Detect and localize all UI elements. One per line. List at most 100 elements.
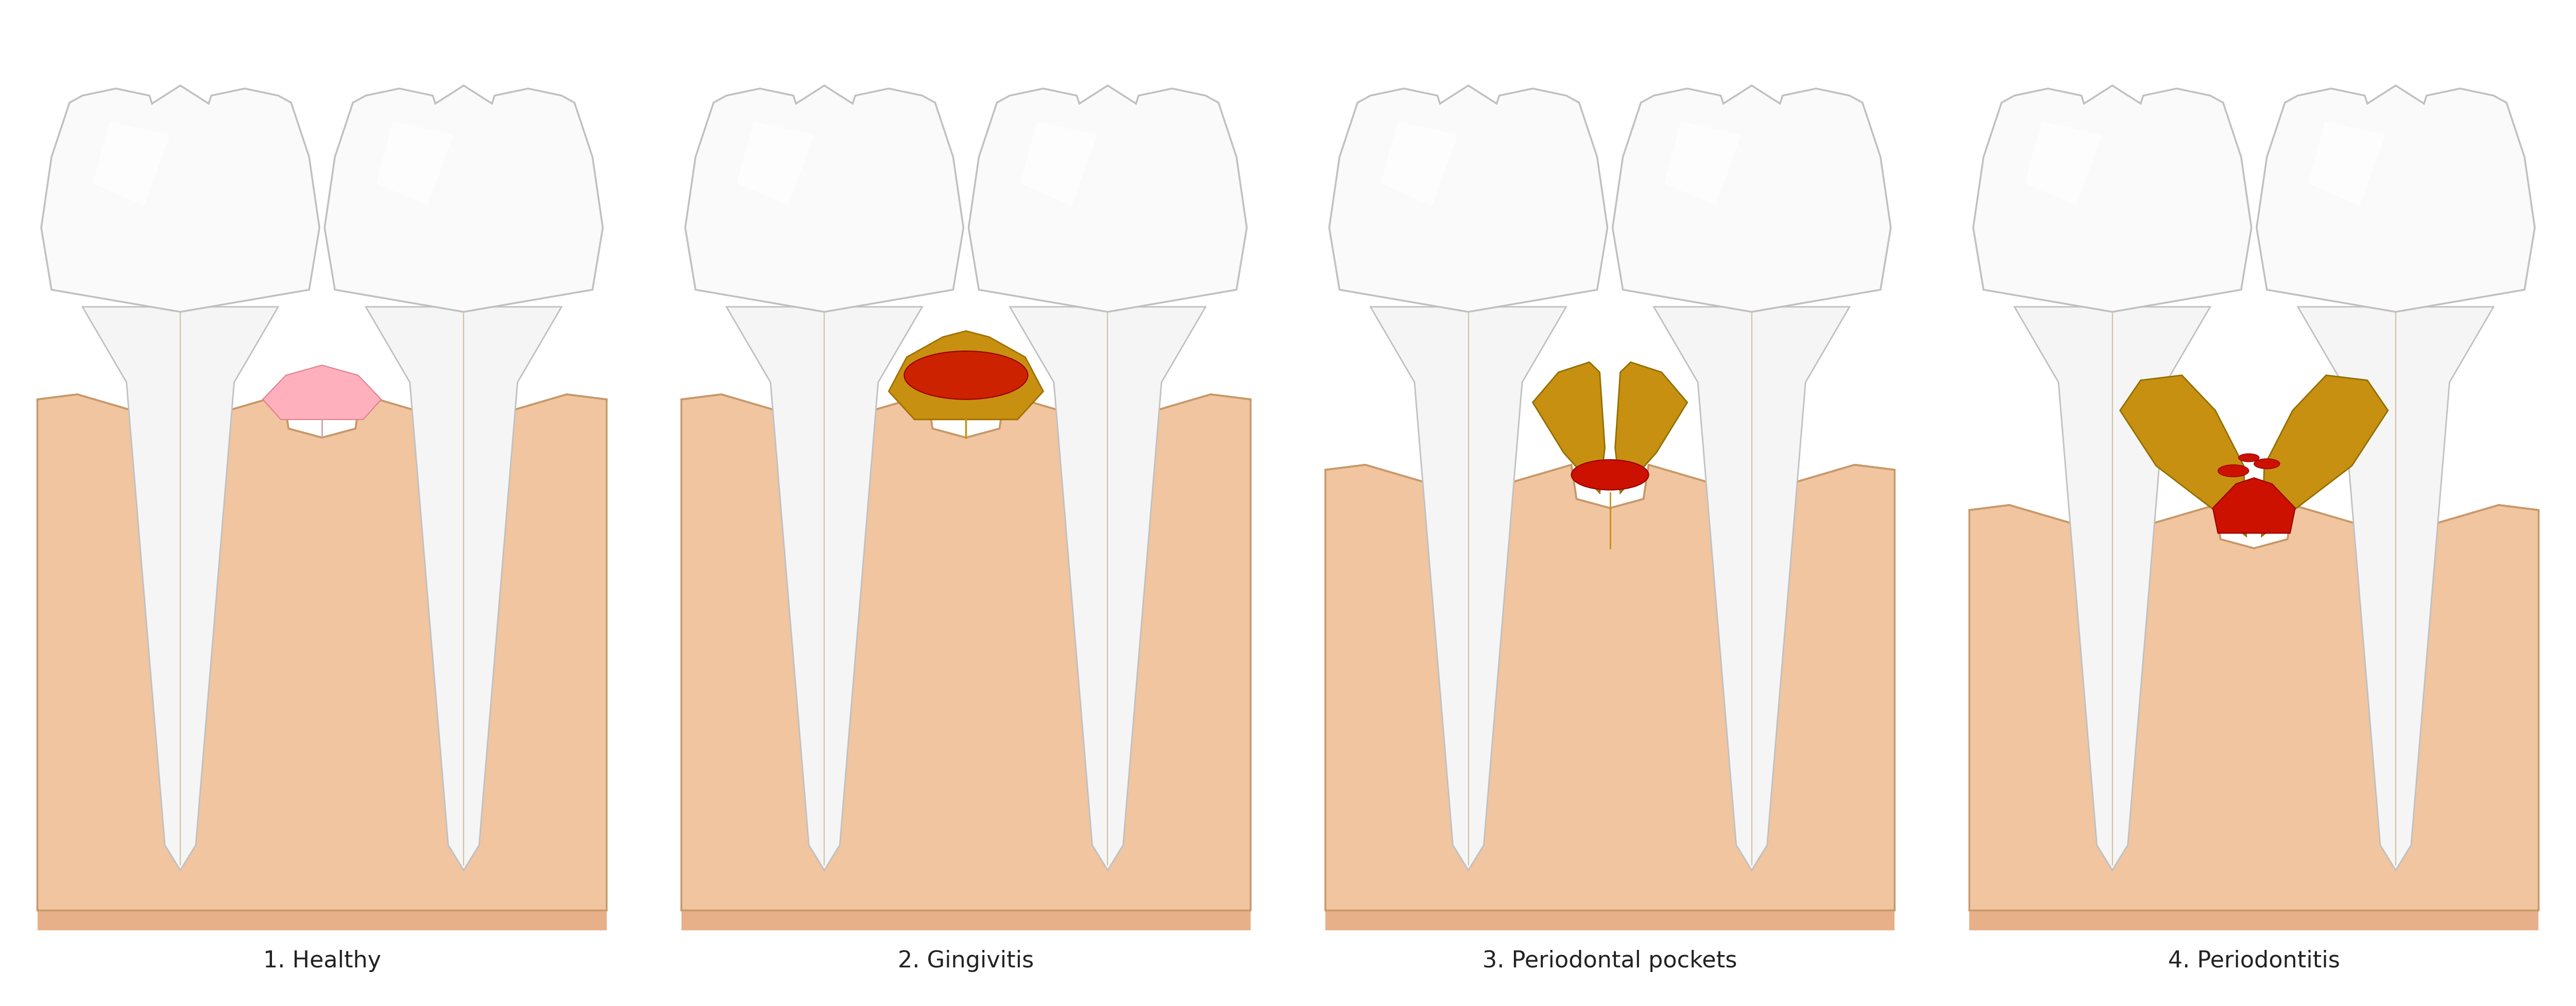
Circle shape xyxy=(2398,901,2409,905)
Circle shape xyxy=(1512,683,1525,688)
Circle shape xyxy=(433,747,448,753)
Circle shape xyxy=(1571,460,1649,490)
Circle shape xyxy=(1731,717,1741,721)
Circle shape xyxy=(1628,825,1641,830)
Polygon shape xyxy=(726,307,922,870)
Circle shape xyxy=(232,754,247,761)
Circle shape xyxy=(569,864,590,871)
Circle shape xyxy=(139,748,149,753)
Circle shape xyxy=(2009,830,2025,836)
Circle shape xyxy=(487,769,497,772)
Circle shape xyxy=(2439,890,2452,895)
Circle shape xyxy=(1811,876,1832,883)
Polygon shape xyxy=(2120,375,2246,536)
Circle shape xyxy=(1041,820,1059,827)
Text: 1. Healthy: 1. Healthy xyxy=(263,950,381,972)
Circle shape xyxy=(283,859,294,863)
Circle shape xyxy=(2393,713,2411,719)
Circle shape xyxy=(1360,719,1378,727)
Circle shape xyxy=(956,824,966,829)
Circle shape xyxy=(456,832,469,837)
Circle shape xyxy=(1417,700,1427,704)
Circle shape xyxy=(165,748,183,754)
Circle shape xyxy=(742,771,757,777)
Circle shape xyxy=(2084,720,2102,727)
Circle shape xyxy=(922,660,935,665)
Circle shape xyxy=(984,722,997,728)
Circle shape xyxy=(2032,840,2045,845)
Polygon shape xyxy=(1654,307,1850,870)
Circle shape xyxy=(1824,740,1839,746)
Circle shape xyxy=(2166,722,2182,727)
Polygon shape xyxy=(39,910,608,931)
Circle shape xyxy=(1162,859,1180,866)
Circle shape xyxy=(1108,778,1121,782)
Circle shape xyxy=(294,842,309,848)
Circle shape xyxy=(299,791,309,795)
Circle shape xyxy=(443,878,461,885)
Circle shape xyxy=(2378,867,2391,871)
Circle shape xyxy=(1066,687,1082,694)
Circle shape xyxy=(384,804,399,810)
Circle shape xyxy=(1368,705,1386,712)
Circle shape xyxy=(1713,831,1723,836)
Circle shape xyxy=(1115,733,1133,740)
Circle shape xyxy=(1741,883,1754,888)
Circle shape xyxy=(1082,786,1097,792)
Polygon shape xyxy=(1324,465,1896,910)
Circle shape xyxy=(258,749,273,757)
Circle shape xyxy=(312,870,327,877)
Circle shape xyxy=(118,729,134,736)
Circle shape xyxy=(1625,777,1636,781)
Circle shape xyxy=(2380,787,2393,792)
Circle shape xyxy=(456,848,469,853)
Circle shape xyxy=(1110,695,1123,699)
Circle shape xyxy=(1811,711,1829,718)
Polygon shape xyxy=(1324,644,1896,931)
Circle shape xyxy=(1002,805,1018,810)
Circle shape xyxy=(925,773,943,780)
Circle shape xyxy=(479,817,495,823)
Polygon shape xyxy=(1010,307,1206,870)
Circle shape xyxy=(2370,815,2385,821)
Circle shape xyxy=(1033,782,1043,786)
Circle shape xyxy=(1200,687,1216,692)
Circle shape xyxy=(1388,712,1406,719)
Circle shape xyxy=(1396,759,1417,766)
Circle shape xyxy=(446,781,464,788)
Circle shape xyxy=(969,861,981,866)
Circle shape xyxy=(505,898,515,902)
Circle shape xyxy=(1468,798,1486,805)
Circle shape xyxy=(902,850,920,857)
Circle shape xyxy=(2249,854,2262,858)
Circle shape xyxy=(1038,897,1048,901)
Circle shape xyxy=(2084,818,2102,824)
Circle shape xyxy=(832,893,842,897)
Circle shape xyxy=(1020,667,1033,672)
Polygon shape xyxy=(1615,362,1687,493)
Circle shape xyxy=(1121,796,1128,799)
Circle shape xyxy=(701,873,714,878)
Circle shape xyxy=(489,793,507,800)
Circle shape xyxy=(1638,803,1654,809)
Circle shape xyxy=(1064,835,1077,841)
Circle shape xyxy=(886,770,896,775)
Circle shape xyxy=(361,793,371,797)
Circle shape xyxy=(281,800,291,805)
Circle shape xyxy=(2141,881,2156,887)
Circle shape xyxy=(793,661,806,665)
Circle shape xyxy=(953,869,963,873)
Circle shape xyxy=(737,796,750,801)
Circle shape xyxy=(1123,744,1141,751)
Circle shape xyxy=(1198,833,1216,840)
Circle shape xyxy=(1105,853,1118,858)
Polygon shape xyxy=(366,307,562,870)
Circle shape xyxy=(2221,715,2231,719)
Circle shape xyxy=(1736,682,1749,687)
Circle shape xyxy=(1775,900,1793,907)
Circle shape xyxy=(860,746,873,751)
Circle shape xyxy=(2076,793,2089,798)
Circle shape xyxy=(1548,736,1558,740)
Circle shape xyxy=(2074,706,2092,713)
Circle shape xyxy=(2463,732,2473,736)
